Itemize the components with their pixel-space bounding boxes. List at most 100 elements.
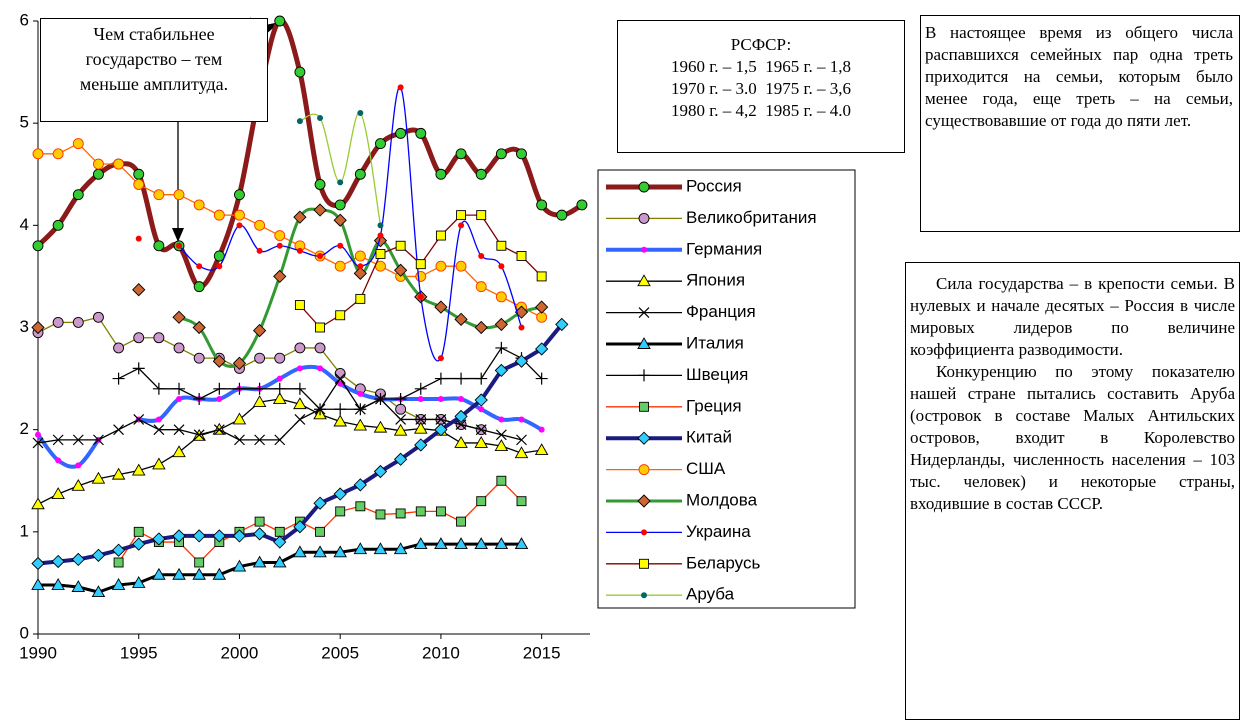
marker — [131, 463, 146, 476]
marker — [474, 436, 488, 448]
marker — [213, 424, 225, 436]
marker — [475, 424, 487, 436]
marker — [536, 199, 548, 211]
marker — [254, 434, 266, 446]
marker — [393, 452, 408, 466]
marker — [111, 578, 126, 590]
marker — [71, 478, 86, 491]
marker — [133, 414, 145, 425]
marker — [234, 209, 245, 221]
marker — [173, 342, 185, 354]
marker — [152, 532, 166, 546]
marker — [294, 66, 306, 78]
marker — [252, 323, 267, 338]
marker — [315, 322, 325, 333]
marker — [192, 567, 206, 580]
marker — [337, 179, 344, 186]
marker — [375, 509, 386, 520]
marker — [276, 242, 283, 249]
marker — [638, 307, 650, 319]
plot: 0 1 2 3 4 5 6 1990 1995 2000 2005 2010 2015 — [19, 10, 590, 662]
marker — [193, 199, 205, 211]
marker — [437, 396, 444, 403]
marker — [112, 372, 125, 385]
marker — [334, 373, 346, 385]
marker — [317, 365, 324, 372]
marker — [91, 548, 106, 562]
marker — [234, 189, 245, 201]
rsfsr-box: РСФСР: 1960 г. – 1,5 1965 г. – 1,8 1970 … — [617, 20, 905, 153]
marker — [435, 506, 446, 517]
marker — [153, 332, 165, 344]
marker — [294, 300, 305, 310]
marker — [556, 209, 568, 221]
marker — [395, 240, 406, 251]
y-tick-label: 6 — [20, 10, 29, 29]
marker — [213, 382, 226, 395]
marker — [437, 355, 444, 362]
marker — [637, 431, 651, 445]
marker — [373, 420, 388, 433]
marker — [212, 529, 226, 543]
marker — [514, 446, 529, 459]
series — [294, 210, 547, 333]
marker — [415, 414, 427, 425]
marker — [536, 311, 548, 323]
marker — [51, 554, 65, 569]
marker — [435, 260, 447, 272]
marker — [192, 320, 206, 335]
marker — [333, 414, 347, 427]
marker — [474, 393, 488, 407]
marker — [52, 316, 64, 328]
marker — [176, 396, 183, 403]
marker — [454, 537, 468, 550]
marker — [193, 281, 205, 293]
marker — [72, 138, 84, 150]
marker — [494, 537, 509, 550]
legend-label: Беларусь — [686, 553, 760, 572]
marker — [415, 259, 426, 270]
marker — [313, 203, 327, 217]
marker — [458, 396, 465, 403]
marker — [113, 342, 125, 354]
marker — [458, 222, 465, 229]
marker — [113, 557, 124, 568]
series — [296, 109, 384, 229]
marker — [495, 291, 507, 303]
marker — [216, 263, 223, 270]
marker — [333, 545, 347, 558]
marker — [415, 270, 427, 282]
marker — [535, 342, 549, 356]
legend-label: Китай — [686, 428, 732, 447]
legend-box — [597, 169, 856, 609]
marker — [91, 585, 106, 598]
marker — [133, 179, 145, 190]
marker — [232, 529, 247, 543]
marker — [476, 210, 487, 221]
marker — [92, 158, 104, 170]
note-text: Конкуренцию по этому показателю нашей ст… — [910, 362, 1235, 513]
marker — [535, 300, 549, 314]
marker — [296, 365, 303, 372]
marker — [272, 555, 287, 568]
marker — [353, 266, 367, 280]
marker — [293, 210, 307, 224]
marker — [256, 247, 263, 254]
annotation-line: Чем стабильнее — [93, 24, 215, 44]
marker — [375, 138, 386, 150]
marker — [496, 240, 507, 251]
marker — [417, 396, 424, 403]
marker — [638, 212, 650, 224]
marker — [52, 434, 64, 446]
marker — [232, 559, 247, 572]
marker — [495, 148, 507, 160]
marker — [72, 189, 84, 201]
marker — [293, 545, 307, 558]
marker — [155, 416, 162, 423]
marker — [456, 210, 467, 221]
marker — [474, 320, 488, 335]
x-tick-label: 2005 — [321, 643, 359, 662]
marker — [172, 567, 186, 580]
marker — [397, 84, 404, 91]
